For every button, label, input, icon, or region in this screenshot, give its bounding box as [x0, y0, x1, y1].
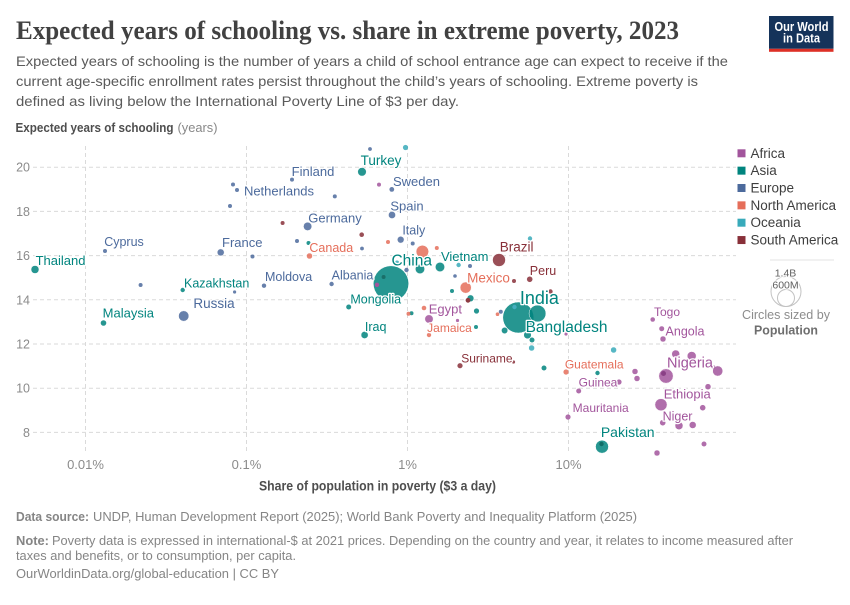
svg-text:Spain: Spain [390, 198, 423, 213]
svg-text:current age-specific enrollmen: current age-specific enrollment rates pe… [16, 73, 698, 89]
svg-text:Peru: Peru [530, 264, 556, 278]
svg-text:0.01%: 0.01% [67, 457, 104, 472]
svg-text:Moldova: Moldova [265, 270, 312, 284]
svg-text:Mexico: Mexico [467, 271, 510, 286]
svg-text:Thailand: Thailand [36, 253, 86, 268]
svg-text:Data source:: Data source: [16, 510, 89, 524]
svg-text:Africa: Africa [751, 146, 786, 161]
svg-text:Oceania: Oceania [751, 215, 802, 230]
svg-text:France: France [222, 235, 262, 250]
svg-text:Vietnam: Vietnam [441, 249, 488, 264]
svg-text:Our World: Our World [775, 20, 829, 34]
svg-text:Poverty data is expressed in i: Poverty data is expressed in internation… [52, 534, 793, 548]
svg-text:Germany: Germany [308, 210, 362, 225]
svg-text:Pakistan: Pakistan [601, 424, 655, 440]
svg-text:(years): (years) [178, 120, 218, 135]
svg-text:Malaysia: Malaysia [103, 305, 155, 320]
svg-text:Sweden: Sweden [393, 174, 440, 189]
svg-text:UNDP, Human Development Report: UNDP, Human Development Report (2025); W… [93, 510, 637, 524]
svg-text:Italy: Italy [402, 223, 426, 237]
svg-text:Egypt: Egypt [429, 302, 463, 317]
svg-text:12: 12 [16, 338, 30, 352]
svg-text:Guinea: Guinea [579, 376, 618, 390]
svg-text:Jamaica: Jamaica [427, 321, 472, 335]
svg-text:16: 16 [16, 249, 30, 263]
svg-text:1.4B: 1.4B [775, 268, 797, 280]
svg-text:Ethiopia: Ethiopia [664, 387, 712, 402]
svg-text:Nigeria: Nigeria [667, 355, 714, 371]
svg-text:Albania: Albania [332, 268, 374, 282]
svg-text:Niger: Niger [663, 410, 693, 424]
svg-text:OurWorldinData.org/global-educ: OurWorldinData.org/global-education | CC… [16, 567, 280, 581]
svg-text:in Data: in Data [783, 32, 821, 46]
svg-text:18: 18 [16, 205, 30, 219]
svg-text:Mongolia: Mongolia [350, 292, 401, 306]
svg-text:Expected years of schooling is: Expected years of schooling is the numbe… [16, 53, 728, 69]
svg-text:Expected years of schooling vs: Expected years of schooling vs. share in… [16, 16, 679, 45]
svg-text:Bangladesh: Bangladesh [526, 319, 608, 336]
svg-text:1%: 1% [398, 457, 417, 472]
svg-text:Suriname: Suriname [461, 351, 513, 365]
svg-text:Angola: Angola [666, 324, 705, 338]
svg-text:10: 10 [16, 382, 30, 396]
svg-text:Russia: Russia [193, 296, 235, 311]
svg-text:Asia: Asia [751, 163, 778, 178]
svg-text:Netherlands: Netherlands [244, 183, 315, 198]
svg-text:South America: South America [751, 233, 839, 248]
svg-text:taxes and benefits, or to cons: taxes and benefits, or to consumption, p… [16, 549, 296, 563]
svg-text:Share of population in poverty: Share of population in poverty ($3 a day… [259, 479, 496, 494]
svg-text:China: China [391, 252, 432, 269]
svg-text:Guatemala: Guatemala [565, 358, 624, 372]
svg-text:Europe: Europe [751, 181, 795, 196]
svg-text:North America: North America [751, 198, 837, 213]
svg-text:Circles sized by: Circles sized by [742, 308, 831, 322]
svg-text:20: 20 [16, 161, 30, 175]
svg-text:14: 14 [16, 293, 30, 307]
svg-text:Cyprus: Cyprus [104, 235, 144, 249]
svg-text:0.1%: 0.1% [232, 457, 262, 472]
svg-text:defined as living below the In: defined as living below the Internationa… [16, 93, 459, 109]
svg-text:Kazakhstan: Kazakhstan [184, 277, 249, 291]
svg-text:Brazil: Brazil [500, 240, 534, 255]
svg-text:Canada: Canada [309, 241, 353, 255]
svg-text:Note:: Note: [16, 534, 49, 548]
svg-text:600M: 600M [772, 280, 798, 292]
svg-text:India: India [520, 288, 560, 308]
svg-text:10%: 10% [555, 457, 581, 472]
svg-text:Iraq: Iraq [365, 320, 387, 334]
svg-text:8: 8 [23, 426, 30, 440]
svg-text:Turkey: Turkey [361, 153, 402, 168]
svg-text:Expected years of schooling: Expected years of schooling [16, 120, 174, 135]
svg-text:Population: Population [754, 323, 818, 338]
svg-text:Togo: Togo [654, 305, 680, 319]
svg-text:Mauritania: Mauritania [573, 401, 629, 415]
svg-text:Finland: Finland [292, 164, 335, 179]
